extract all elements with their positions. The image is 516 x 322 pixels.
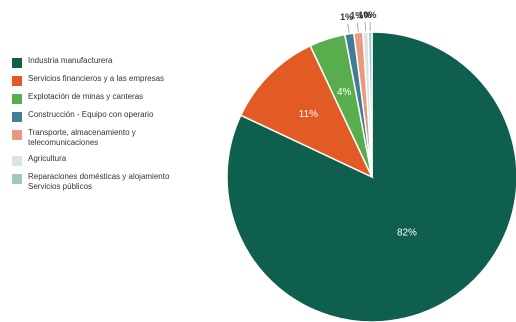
legend-label: Industria manufacturera (28, 56, 113, 65)
slice-leader-line (347, 23, 350, 33)
legend-swatch (12, 94, 22, 104)
slice-data-label: 82% (397, 228, 417, 239)
legend-item: Servicios financieros y a las empresas (12, 74, 222, 86)
legend-swatch (12, 174, 22, 184)
legend-swatch (12, 130, 22, 140)
legend-item: Reparaciones domésticas y alojamiento Se… (12, 172, 222, 192)
legend-item: Explotación de minas y canteras (12, 92, 222, 104)
legend-label: Reparaciones domésticas y alojamiento Se… (28, 172, 170, 191)
legend-label: Explotación de minas y canteras (28, 92, 144, 101)
slice-data-label: 11% (299, 109, 318, 120)
legend-label: Construcción - Equipo con operario (28, 110, 154, 119)
legend-label: Transporte, almacenamiento y telecomunic… (28, 128, 136, 147)
legend-swatch (12, 58, 22, 68)
slice-data-label: 0% (363, 10, 376, 20)
legend-label: Agricultura (28, 154, 67, 163)
pie-slice (239, 44, 374, 179)
legend-item: Construcción - Equipo con operario (12, 110, 222, 122)
legend-swatch (12, 76, 22, 86)
slice-data-label: 1% (350, 11, 363, 21)
legend-swatch (12, 156, 22, 166)
legend-item: Agricultura (12, 154, 222, 166)
legend-label: Servicios financieros y a las empresas (28, 74, 165, 83)
legend-item: Transporte, almacenamiento y telecomunic… (12, 128, 222, 148)
pie-slice (367, 31, 373, 178)
slice-data-label: 1% (358, 10, 371, 20)
legend-swatch (12, 112, 22, 122)
legend-item: Industria manufacturera (12, 56, 222, 68)
slice-data-label: 1% (340, 12, 353, 22)
chart-legend: Industria manufacturera Servicios financi… (12, 56, 222, 198)
slice-leader-line (357, 22, 359, 32)
slice-data-label: 4% (337, 87, 352, 98)
